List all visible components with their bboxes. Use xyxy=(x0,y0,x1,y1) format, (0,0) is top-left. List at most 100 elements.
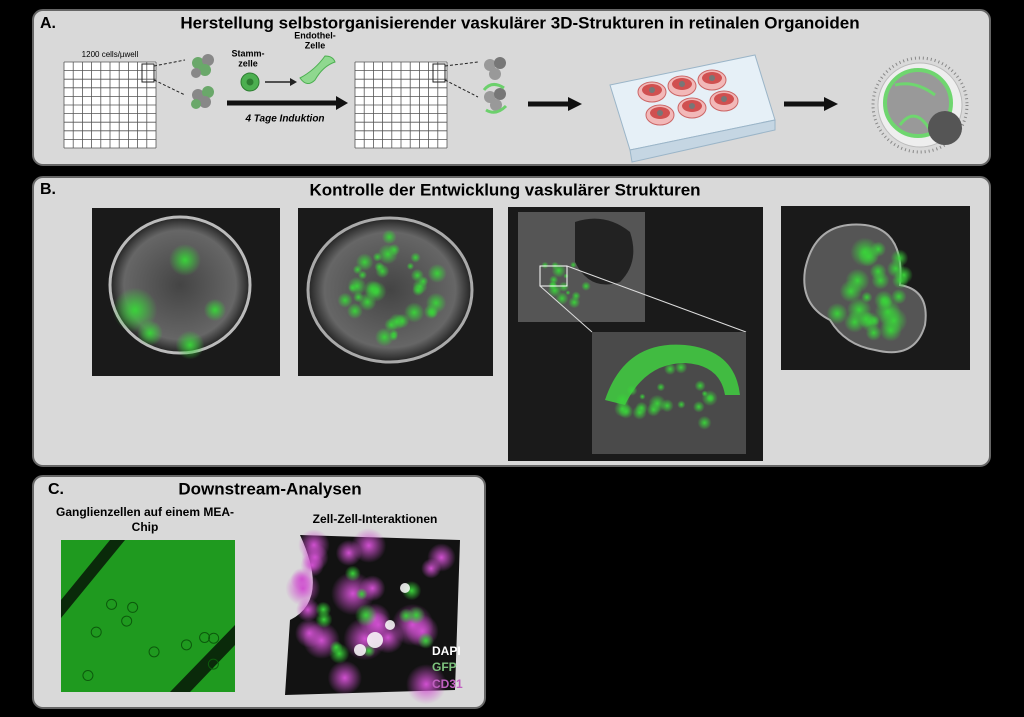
fluorescence xyxy=(697,415,712,430)
cd31-signal xyxy=(406,664,447,705)
organoid xyxy=(575,218,634,285)
mea-shadow xyxy=(61,540,125,618)
gfp-signal xyxy=(315,611,333,629)
grid-lines xyxy=(63,61,157,149)
organoid-icon xyxy=(871,56,969,154)
fluorescence xyxy=(347,276,367,296)
grid-label: 1200 cells/µwell xyxy=(82,50,139,59)
fluorescence xyxy=(547,283,562,298)
electrode xyxy=(106,598,118,610)
legend-label: CD31 xyxy=(432,677,463,691)
fluorescence xyxy=(175,330,205,360)
electrode xyxy=(180,639,192,651)
well-organoid xyxy=(709,75,715,81)
panel-letter: B. xyxy=(40,181,56,198)
fluorescence xyxy=(427,307,438,318)
fluorescence xyxy=(388,313,406,331)
fluorescence xyxy=(551,261,559,270)
image-caption: Zell-Zell-Interaktionen xyxy=(313,512,438,526)
panel-title: Herstellung selbstorganisierender vaskul… xyxy=(180,13,859,32)
zoom-line xyxy=(566,265,747,333)
cell-label: zelle xyxy=(238,58,258,68)
mea-shadow xyxy=(170,625,235,692)
fluorescence xyxy=(363,280,382,299)
fluorescence xyxy=(646,402,661,417)
fluorescence xyxy=(427,263,447,283)
panel-title: Downstream-Analysen xyxy=(178,479,361,498)
electrode xyxy=(199,632,211,644)
gfp-signal xyxy=(344,565,361,582)
well-organoid xyxy=(689,103,695,109)
fluorescence xyxy=(406,262,415,270)
fluorescence xyxy=(137,320,163,346)
zoom-box xyxy=(539,265,568,287)
vessel-band xyxy=(605,344,740,405)
fluorescence xyxy=(656,382,666,392)
endothelial-cell-icon xyxy=(299,55,336,84)
arrow-label: 4 Tage Induktion xyxy=(244,114,324,125)
cell-label: Stamm- xyxy=(231,48,264,58)
fluorescence xyxy=(404,302,425,323)
fluorescence xyxy=(412,278,428,295)
fluorescence xyxy=(381,229,397,245)
fluorescence xyxy=(677,400,686,409)
dapi-signal xyxy=(354,644,366,656)
electrode xyxy=(148,646,160,658)
fluorescence xyxy=(626,385,638,396)
fluorescence xyxy=(618,404,634,419)
electrode xyxy=(127,601,139,613)
zoom-line xyxy=(539,285,593,333)
fluorescence xyxy=(871,271,890,290)
arrowhead xyxy=(336,96,348,110)
fluorescence xyxy=(346,302,363,320)
fluorescence xyxy=(694,380,706,392)
fluorescence xyxy=(203,298,227,322)
cd31-signal xyxy=(300,553,325,577)
cd31-signal xyxy=(427,543,456,572)
dapi-signal xyxy=(367,632,383,648)
fluorescence xyxy=(701,390,708,397)
fluorescence xyxy=(844,311,866,333)
well-plate xyxy=(609,54,776,163)
cd31-signal xyxy=(335,539,362,567)
electrode xyxy=(82,670,94,682)
fluorescence xyxy=(541,261,549,269)
fluorescence xyxy=(337,292,353,308)
fluorescence xyxy=(845,268,870,293)
arrowhead xyxy=(568,97,582,111)
fluorescence xyxy=(374,261,385,272)
fluorescence xyxy=(549,275,559,285)
zoom-box xyxy=(141,63,155,83)
fluorescence xyxy=(581,281,591,291)
gfp-signal xyxy=(362,644,376,658)
fluorescence xyxy=(374,327,394,347)
fluorescence xyxy=(826,302,848,325)
stem-cell-nucleus xyxy=(246,78,254,86)
fluorescence xyxy=(706,394,715,403)
electrode xyxy=(90,626,102,638)
electrode xyxy=(207,658,219,670)
fluorescence xyxy=(570,261,577,269)
image-caption: Chip xyxy=(132,520,159,534)
cell-label: Zelle xyxy=(305,40,326,50)
fluorescence xyxy=(870,241,887,258)
fluorescence xyxy=(169,244,201,276)
organoid xyxy=(306,216,474,364)
zoom-box xyxy=(432,63,446,83)
fluorescence xyxy=(410,268,424,282)
panel-a xyxy=(32,9,991,166)
zoom-line xyxy=(444,79,479,98)
panel-letter: C. xyxy=(48,481,64,498)
zoom-line xyxy=(444,61,479,67)
legend-label: DAPI xyxy=(432,644,461,658)
well-organoid xyxy=(721,96,727,102)
dapi-signal xyxy=(385,620,395,630)
cell-label: Endothel- xyxy=(294,30,336,40)
fluorescence xyxy=(891,288,907,305)
fluorescence xyxy=(357,270,368,280)
legend-label: GFP xyxy=(432,660,457,674)
well-organoid xyxy=(657,110,663,116)
fluorescence xyxy=(874,298,902,326)
cell-clusters xyxy=(191,54,508,114)
fluorescence xyxy=(891,272,909,289)
